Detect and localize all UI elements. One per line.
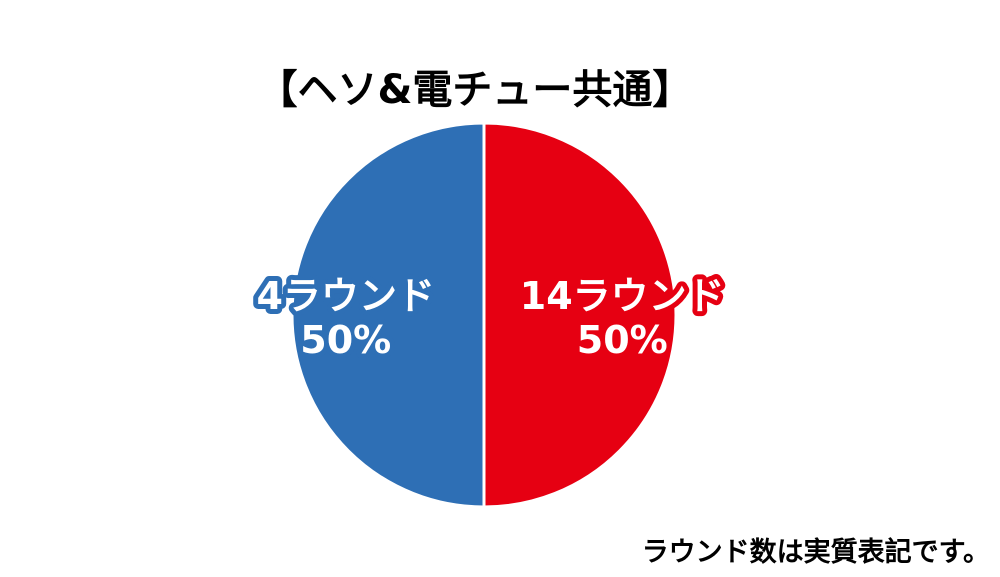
pie-slices [290, 121, 678, 509]
slice-label-value-0: 50% [577, 318, 668, 362]
footnote: ラウンド数は実質表記です。 [641, 537, 990, 568]
chart-title: 【ヘソ&電チュー共通】 [258, 67, 693, 113]
slice-label-name-0: 14ラウンド [520, 274, 725, 318]
slice-label-name-1: 4ラウンド [257, 274, 435, 318]
pie-slice-1 [290, 121, 486, 509]
pie-slice-0 [482, 121, 678, 509]
slice-label-value-1: 50% [300, 318, 391, 362]
